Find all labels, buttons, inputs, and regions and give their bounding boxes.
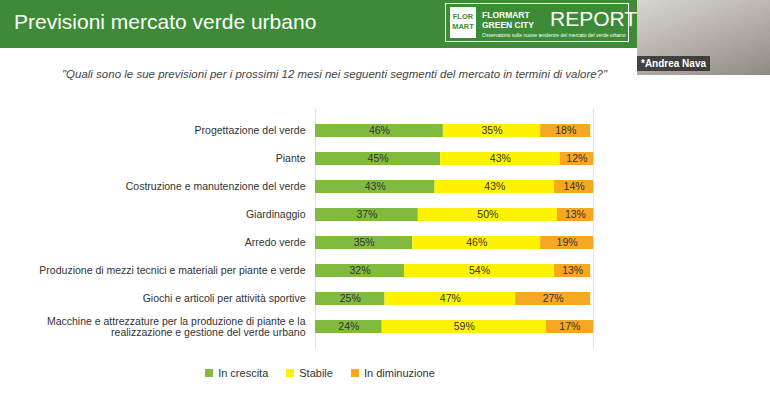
svg-text:Costruzione e manutenzione del: Costruzione e manutenzione del verde — [126, 180, 306, 192]
svg-text:37%: 37% — [356, 208, 377, 220]
svg-text:46%: 46% — [466, 236, 487, 248]
html-text:*Andrea Nava: *Andrea Nava — [641, 58, 706, 69]
svg-text:35%: 35% — [354, 236, 375, 248]
svg-text:54%: 54% — [469, 264, 490, 276]
svg-text:43%: 43% — [484, 180, 505, 192]
svg-text:35%: 35% — [482, 124, 503, 136]
svg-text:47%: 47% — [440, 292, 461, 304]
svg-text:12%: 12% — [566, 152, 587, 164]
svg-text:43%: 43% — [490, 152, 511, 164]
svg-text:24%: 24% — [338, 320, 359, 332]
svg-text:13%: 13% — [565, 208, 586, 220]
svg-text:27%: 27% — [543, 292, 564, 304]
svg-text:Piante: Piante — [276, 152, 306, 164]
svg-text:46%: 46% — [369, 124, 390, 136]
html-text:MART: MART — [452, 22, 474, 31]
html-text:Previsioni mercato verde urban: Previsioni mercato verde urbano — [14, 10, 317, 33]
svg-text:19%: 19% — [557, 236, 578, 248]
svg-text:Progettazione del verde: Progettazione del verde — [195, 124, 306, 136]
svg-text:13%: 13% — [562, 264, 583, 276]
html-text:FLOR: FLOR — [452, 12, 474, 21]
svg-text:Macchine e attrezzature per la: Macchine e attrezzature per la produzion… — [47, 315, 306, 338]
html-text:FLORMART: FLORMART — [482, 10, 530, 20]
svg-text:Giochi e articoli per attività: Giochi e articoli per attività sportive — [143, 292, 306, 304]
svg-text:50%: 50% — [477, 208, 498, 220]
svg-text:18%: 18% — [555, 124, 576, 136]
html-text:Osservatorio sulle nuove tende: Osservatorio sulle nuove tendenze del me… — [482, 32, 626, 38]
svg-text:43%: 43% — [365, 180, 386, 192]
html-text:"Quali sono le sue previsioni: "Quali sono le sue previsioni per i pros… — [62, 68, 608, 80]
svg-text:Produzione di mezzi tecnici e: Produzione di mezzi tecnici e materiali … — [39, 264, 305, 276]
svg-text:25%: 25% — [340, 292, 361, 304]
html-text:GREEN CITY: GREEN CITY — [482, 20, 534, 30]
svg-text:59%: 59% — [454, 320, 475, 332]
html-text:REPORT: REPORT — [550, 7, 638, 30]
svg-text:45%: 45% — [368, 152, 389, 164]
html-text:In crescita: In crescita — [218, 367, 269, 379]
html-text:Stabile: Stabile — [299, 367, 333, 379]
svg-text:Arredo verde: Arredo verde — [245, 236, 306, 248]
svg-text:14%: 14% — [564, 180, 585, 192]
html-text:In diminuzione: In diminuzione — [363, 367, 435, 379]
svg-text:32%: 32% — [349, 264, 370, 276]
svg-text:17%: 17% — [559, 320, 580, 332]
svg-text:Giardinaggio: Giardinaggio — [246, 208, 306, 220]
